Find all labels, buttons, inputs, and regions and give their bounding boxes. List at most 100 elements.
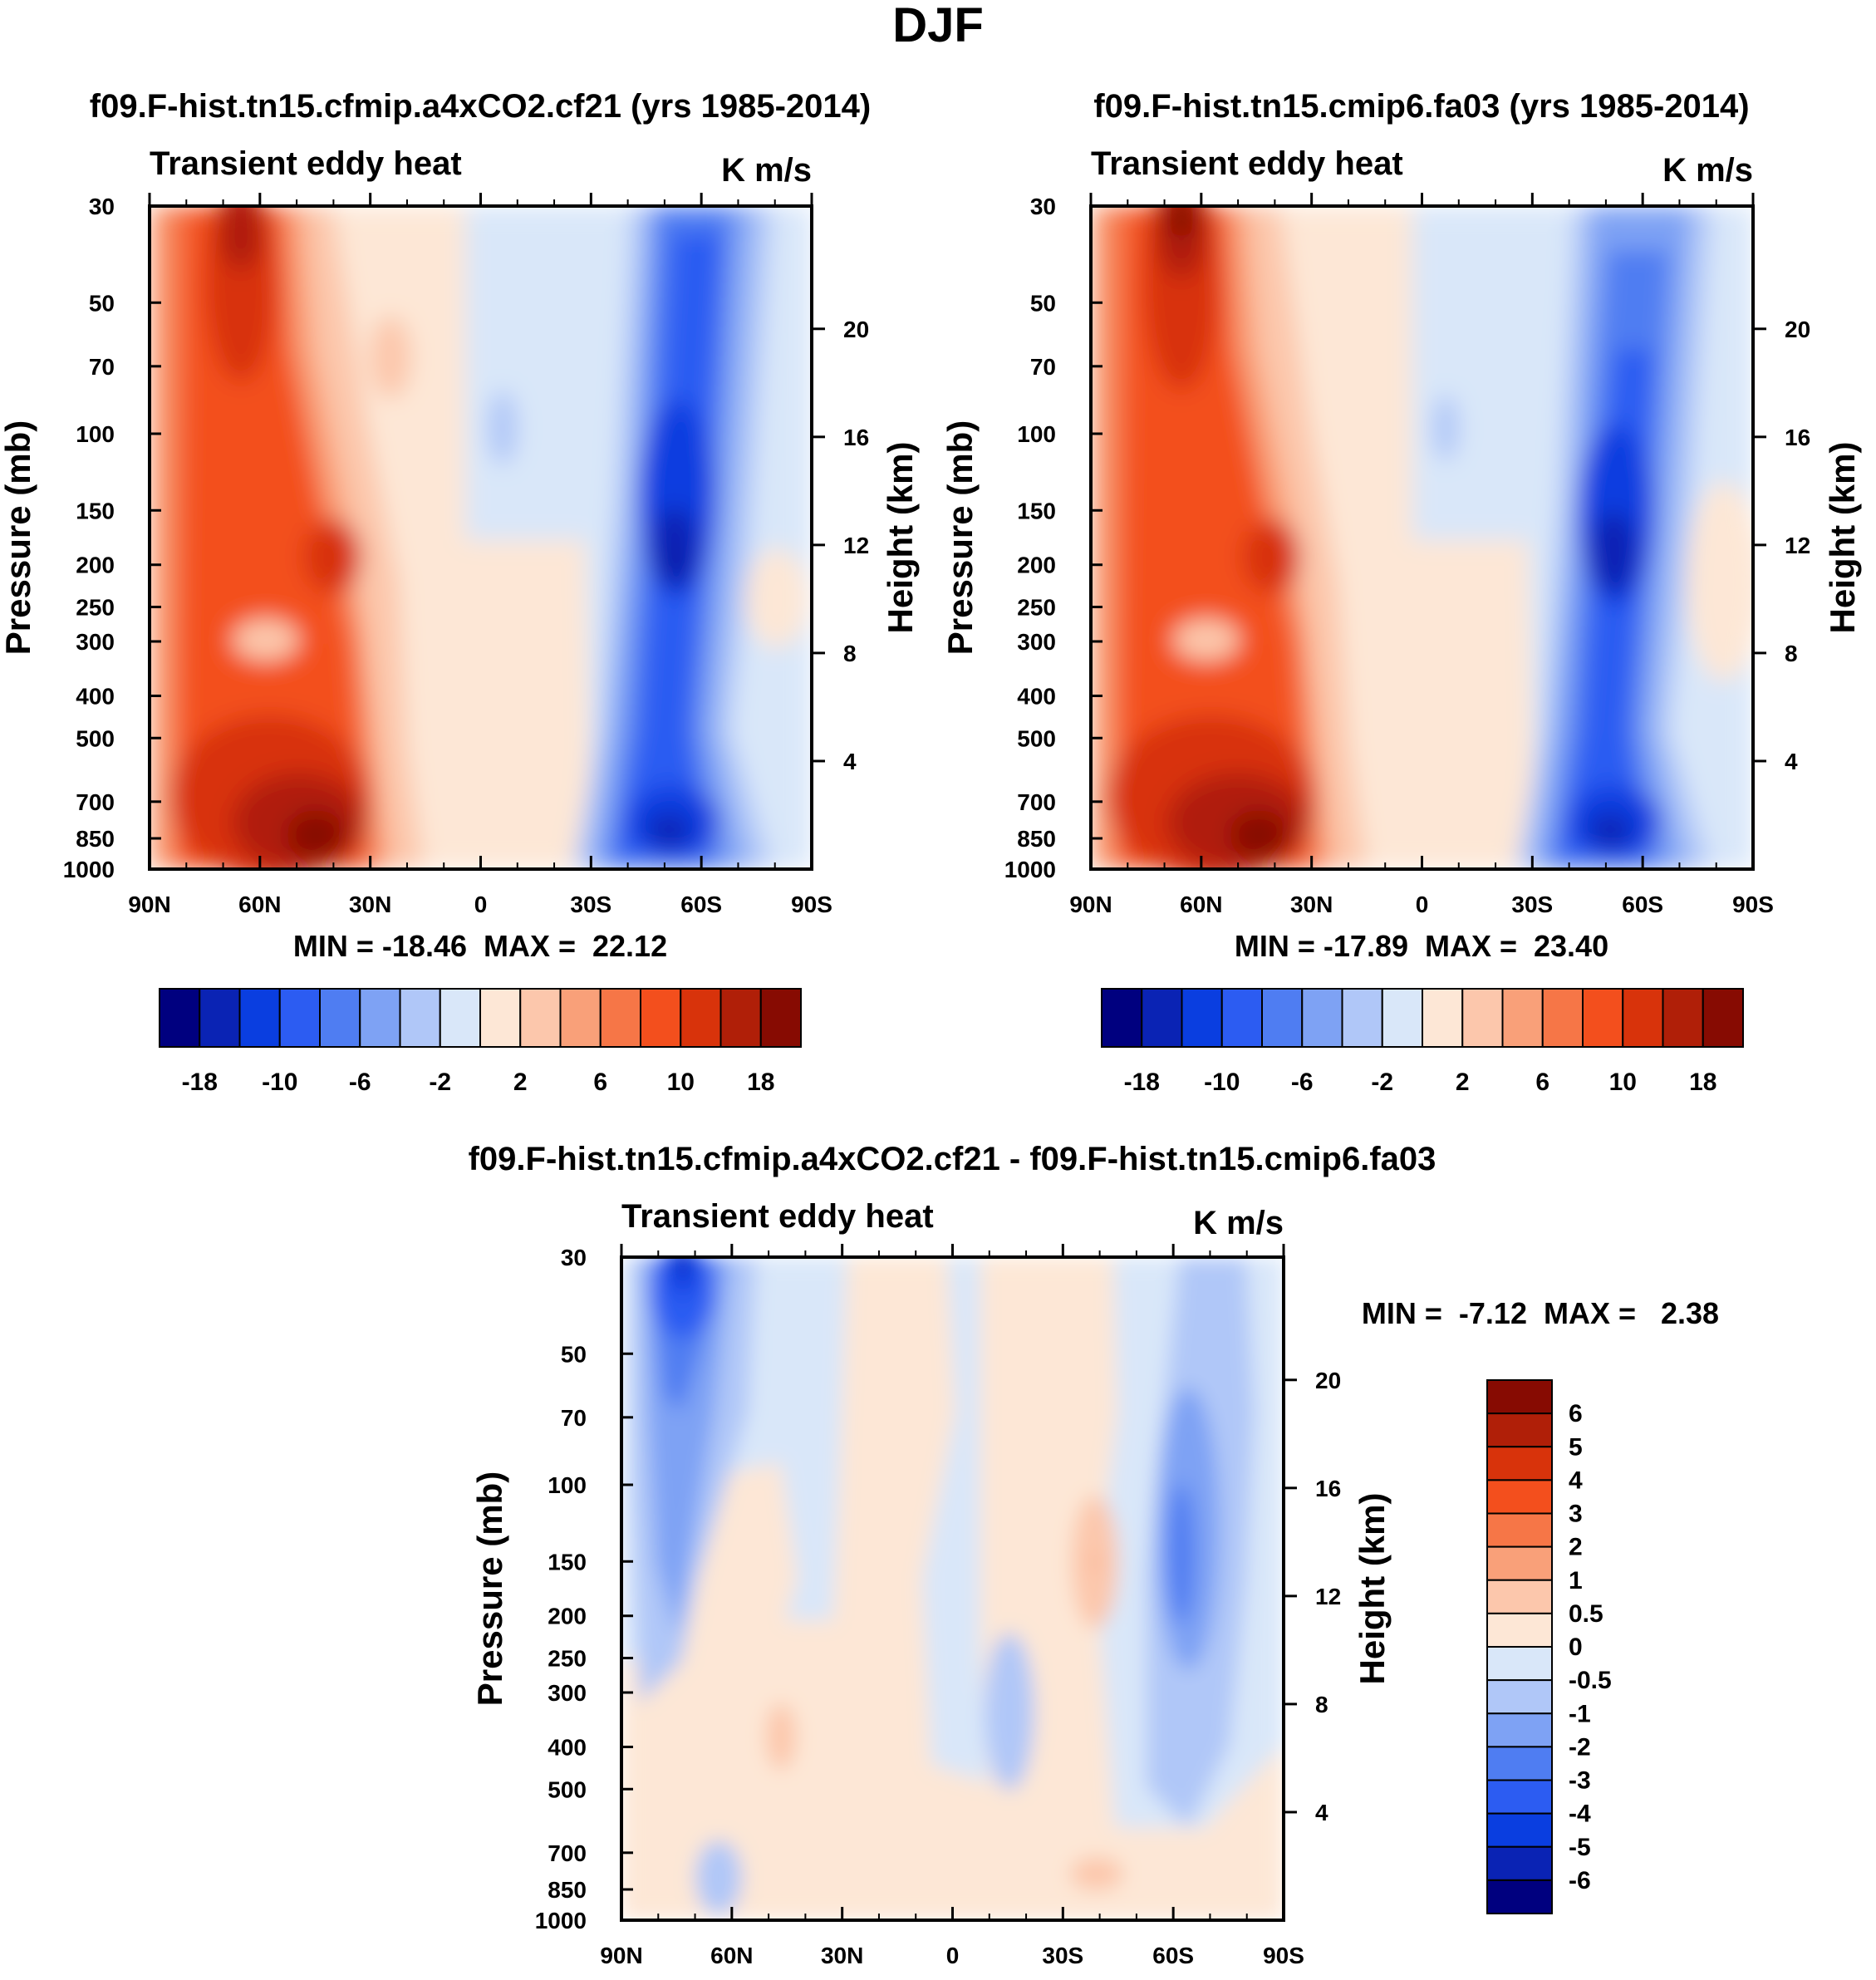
x-tick-label: 60N	[1180, 892, 1222, 917]
region-eq-negative	[985, 1633, 1034, 1791]
x-tick-label: 0	[1416, 892, 1429, 917]
region-300mb-gap	[233, 619, 299, 661]
region-nh-positive	[766, 1703, 796, 1770]
y-tick-label: 30	[1030, 194, 1056, 219]
colorbar-box	[1486, 1379, 1553, 1415]
region-positive-0p5-ext	[1404, 540, 1533, 869]
colorbar-box	[1101, 988, 1143, 1048]
height-tick-label: 4	[1785, 749, 1798, 774]
colorbar-label: 5	[1569, 1433, 1583, 1461]
colorbar-label: -18	[1124, 1069, 1160, 1096]
region-sh-surface-negative	[695, 1840, 742, 1915]
colorbar-box	[1486, 1612, 1553, 1648]
panel-cmip6: f09.F-hist.tn15.cmip6.fa03 (yrs 1985-201…	[940, 88, 1862, 1096]
y-tick-label: 70	[1030, 354, 1056, 380]
region-negative-core	[651, 1257, 715, 1338]
y-tick-label: 30	[89, 194, 115, 219]
colorbar-label: -6	[1569, 1867, 1591, 1894]
colorbar-label: -18	[182, 1069, 218, 1096]
colorbar-box	[1486, 1746, 1553, 1781]
colorbar: 6 5 4 3 2 1 0.5 0 -0.5 -1 -2 -3 -4 -5 -6	[1486, 1379, 1612, 1914]
panel-title: f09.F-hist.tn15.cfmip.a4xCO2.cf21 - f09.…	[469, 1141, 1436, 1177]
colorbar-label: -6	[349, 1069, 371, 1096]
region-negative-peak	[668, 1257, 698, 1295]
colorbar-box	[1486, 1545, 1553, 1581]
axis-left: 30 50 70 100 150 200 250 300 400 500 700 850 1000	[63, 194, 161, 882]
y-tick-label: 700	[1017, 789, 1056, 815]
height-tick-label: 20	[1785, 317, 1810, 342]
colorbar-box	[1486, 1446, 1553, 1481]
y-tick-label: 300	[76, 629, 115, 655]
colorbar-box	[1341, 988, 1383, 1048]
colorbar-box	[1486, 1712, 1553, 1748]
y-tick-label: 50	[1030, 290, 1056, 316]
colorbar-box	[1486, 1845, 1553, 1881]
x-tick-label: 60S	[680, 892, 722, 917]
y-tick-label: 400	[548, 1734, 587, 1760]
left-axis-label: Pressure (mb)	[940, 420, 980, 655]
height-tick-label: 16	[1785, 425, 1810, 450]
region-upper-peak	[218, 206, 264, 270]
y-tick-label: 400	[76, 683, 115, 709]
panel-subtitle-left: Transient eddy heat	[150, 145, 462, 182]
region-negative-upper-core	[651, 507, 698, 590]
colorbar-box	[559, 988, 602, 1048]
region-lower-positive	[1070, 1857, 1123, 1890]
height-tick-label: 12	[843, 533, 869, 558]
region-negative-upper-core	[1590, 511, 1637, 594]
colorbar-label: 3	[1569, 1501, 1583, 1528]
region-negative-lower-core	[648, 814, 690, 848]
colorbar: -18 -10 -6 -2 2 6 10 18	[1101, 988, 1744, 1096]
y-tick-label: 70	[561, 1405, 587, 1431]
y-tick-label: 100	[76, 421, 115, 447]
colorbar-box	[599, 988, 641, 1048]
colorbar-box	[1486, 1679, 1553, 1715]
colorbar-box	[759, 988, 802, 1048]
axis-bottom: 90N 60N 30N 0 30S 60S 90S	[128, 193, 832, 917]
axis-bottom: 90N 60N 30N 0 30S 60S 90S	[1069, 193, 1774, 917]
y-tick-label: 850	[548, 1877, 587, 1903]
colorbar-box	[1381, 988, 1423, 1048]
height-tick-label: 12	[1785, 533, 1810, 558]
colorbar-box	[1541, 988, 1584, 1048]
panel-units: K m/s	[721, 152, 812, 189]
contour-field	[150, 206, 812, 869]
colorbar-label: 6	[1569, 1400, 1583, 1427]
y-tick-label: 500	[76, 725, 115, 751]
x-tick-label: 60S	[1152, 1943, 1194, 1968]
x-tick-label: 60S	[1622, 892, 1663, 917]
colorbar-box	[238, 988, 281, 1048]
region-eq-negative	[1432, 395, 1459, 461]
colorbar-box	[359, 988, 401, 1048]
panel-title: f09.F-hist.tn15.cmip6.fa03 (yrs 1985-201…	[1093, 88, 1749, 125]
height-tick-label: 16	[843, 425, 869, 450]
colorbar-box	[719, 988, 762, 1048]
right-axis-label: Height (km)	[1353, 1493, 1392, 1685]
right-axis-label: Height (km)	[881, 442, 920, 634]
colorbar-box	[1486, 1779, 1553, 1815]
colorbar-box	[1622, 988, 1664, 1048]
y-tick-label: 700	[76, 789, 115, 815]
x-tick-label: 90N	[1069, 892, 1112, 917]
colorbar-label: -2	[1569, 1733, 1591, 1761]
x-tick-label: 30S	[1042, 1943, 1083, 1968]
left-axis-label: Pressure (mb)	[0, 420, 37, 655]
colorbar-box	[1422, 988, 1464, 1048]
region-negative-upper-max	[668, 558, 681, 567]
x-tick-label: 0	[946, 1943, 960, 1968]
colorbar-box	[399, 988, 441, 1048]
axis-left: 30 50 70 100 150 200 250 300 400 500 700 850 1000	[535, 1245, 633, 1933]
colorbar-box	[479, 988, 522, 1048]
y-tick-label: 30	[561, 1245, 587, 1270]
y-tick-label: 500	[1017, 725, 1056, 751]
region-sh-positive-core	[1090, 1558, 1100, 1566]
colorbar-box	[1486, 1479, 1553, 1515]
colorbar-label: 2	[513, 1069, 528, 1096]
y-tick-label: 150	[1017, 498, 1056, 523]
x-tick-label: 0	[474, 892, 488, 917]
region-positive-lower	[621, 1620, 1284, 1920]
x-tick-label: 30S	[570, 892, 611, 917]
axis-bottom: 90N 60N 30N 0 30S 60S 90S	[600, 1244, 1304, 1968]
colorbar-box	[1181, 988, 1223, 1048]
